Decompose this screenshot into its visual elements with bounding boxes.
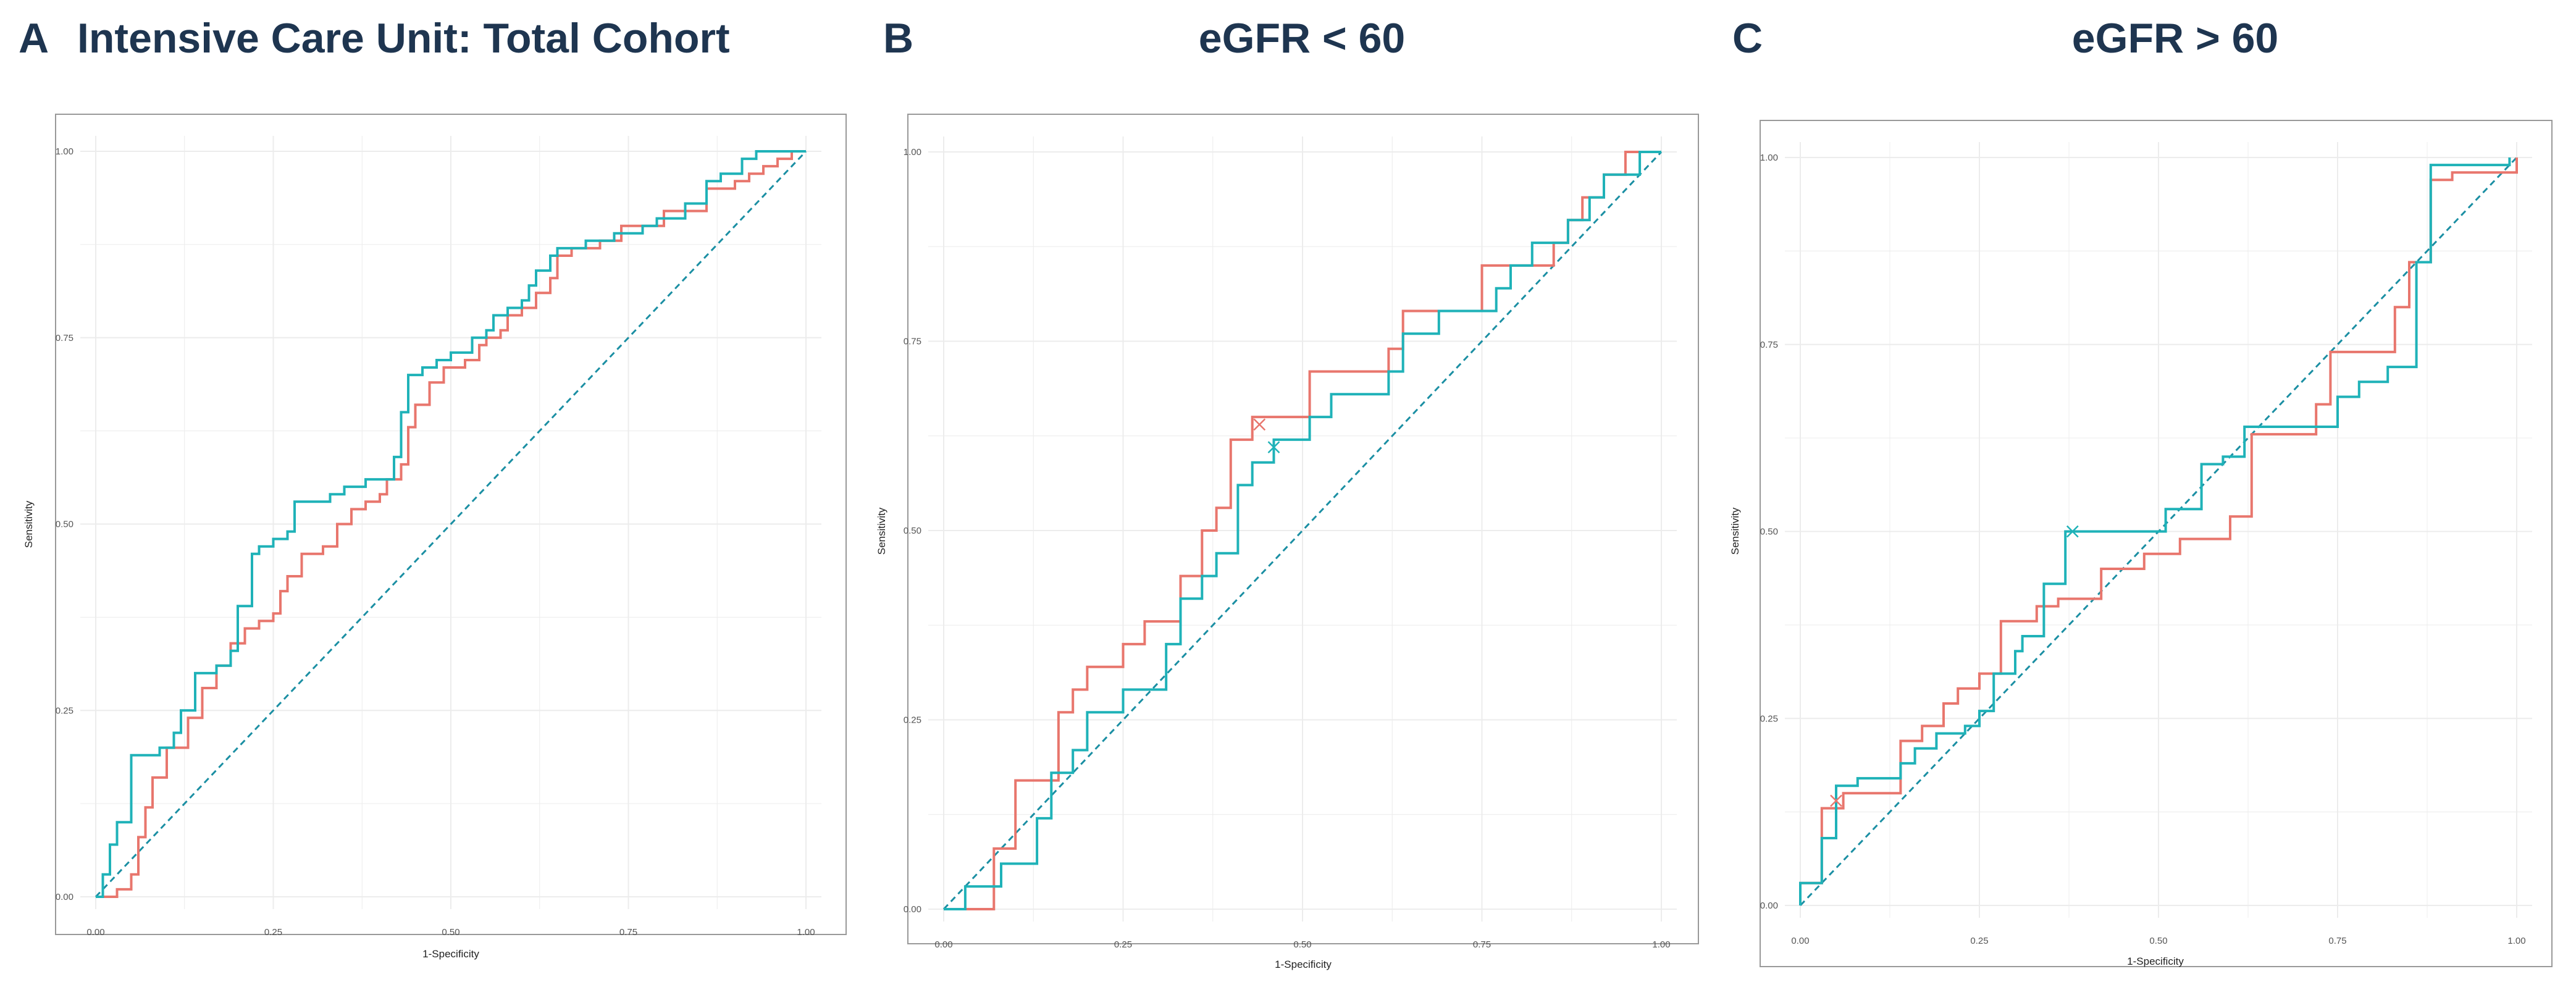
roc-curve-2 — [944, 151, 1661, 910]
panel-b-y-axis-title: Sensitivity — [876, 507, 887, 555]
y-tick-label: 0.00 — [904, 904, 921, 915]
panel-b-frame — [907, 114, 1699, 944]
x-tick-label: 0.25 — [264, 927, 282, 938]
cutoff-marker — [1830, 794, 1842, 807]
panel-c-frame — [1760, 120, 2553, 967]
panel-a-letter: A — [19, 15, 49, 62]
panel-b-title: eGFR < 60 — [1199, 15, 1406, 62]
roc-curve-1 — [96, 150, 806, 898]
y-tick-label: 0.75 — [56, 333, 73, 343]
x-tick-label: 1.00 — [1652, 939, 1670, 950]
x-tick-label: 0.75 — [2328, 936, 2346, 946]
panel-c: C eGFR > 60 1-Specificity Sensitivity 0.… — [1729, 15, 2553, 967]
x-tick-label: 0.00 — [1791, 936, 1809, 946]
panel-b-x-axis-title: 1-Specificity — [1275, 959, 1332, 970]
x-tick-label: 0.00 — [934, 939, 952, 950]
y-tick-label: 0.25 — [1760, 713, 1778, 724]
reference-diagonal-line — [942, 151, 1663, 910]
panel-a-title: Intensive Care Unit: Total Cohort — [77, 15, 730, 62]
y-tick-label: 0.50 — [56, 519, 73, 530]
y-tick-label: 1.00 — [904, 147, 921, 157]
x-tick-label: 0.50 — [1293, 939, 1311, 950]
y-tick-label: 0.00 — [1760, 901, 1778, 911]
panel-b-plot-area: 0.00 0.25 0.50 0.75 1.00 0.00 0.25 0.50 0.75 1.00 — [904, 136, 1677, 950]
y-tick-label: 0.50 — [904, 526, 921, 536]
x-tick-label: 1.00 — [2507, 936, 2525, 946]
panel-c-letter: C — [1732, 15, 1763, 62]
y-tick-label: 1.00 — [56, 146, 73, 157]
roc-curve-2 — [1799, 157, 2511, 905]
panel-c-title: eGFR > 60 — [2072, 15, 2279, 62]
x-tick-label: 0.25 — [1970, 936, 1988, 946]
x-tick-label: 1.00 — [797, 927, 815, 938]
panel-a: A Intensive Care Unit: Total Cohort 1-Sp… — [19, 15, 847, 960]
cutoff-marker — [1253, 418, 1266, 431]
x-tick-label: 0.00 — [86, 927, 104, 938]
x-tick-label: 0.75 — [1473, 939, 1491, 950]
y-tick-label: 0.50 — [1760, 527, 1778, 537]
x-tick-label: 0.25 — [1114, 939, 1132, 950]
panel-a-y-axis-title: Sensitivity — [23, 500, 35, 548]
panel-b-letter: B — [883, 15, 913, 62]
cutoff-marker — [2066, 525, 2079, 538]
roc-curve-1 — [1799, 157, 2518, 905]
x-tick-label: 0.50 — [442, 927, 459, 938]
panel-b: B eGFR < 60 1-Specificity Sensitivity 0.… — [876, 15, 1699, 970]
y-tick-label: 1.00 — [1760, 153, 1778, 163]
panel-a-plot-area: 0.00 0.25 0.50 0.75 1.00 0.00 0.25 0.50 0.75 1.00 — [56, 136, 821, 938]
y-tick-label: 0.25 — [56, 705, 73, 716]
cutoff-marker — [1267, 441, 1280, 454]
panel-a-frame — [55, 114, 847, 935]
panel-c-y-axis-title: Sensitivity — [1729, 507, 1741, 555]
panel-a-x-axis-title: 1-Specificity — [422, 948, 479, 960]
roc-curve-2 — [96, 150, 806, 898]
y-tick-label: 0.75 — [1760, 340, 1778, 350]
y-tick-label: 0.00 — [56, 892, 73, 902]
reference-diagonal-line — [94, 150, 807, 898]
y-tick-label: 0.25 — [904, 715, 921, 726]
panel-c-x-axis-title: 1-Specificity — [2127, 955, 2184, 967]
panel-c-plot-area: 0.00 0.25 0.50 0.75 1.00 0.00 0.25 0.50 0.75 1.00 — [1760, 142, 2532, 946]
x-tick-label: 0.50 — [2149, 936, 2167, 946]
x-tick-label: 0.75 — [619, 927, 637, 938]
y-tick-label: 0.75 — [904, 337, 921, 347]
